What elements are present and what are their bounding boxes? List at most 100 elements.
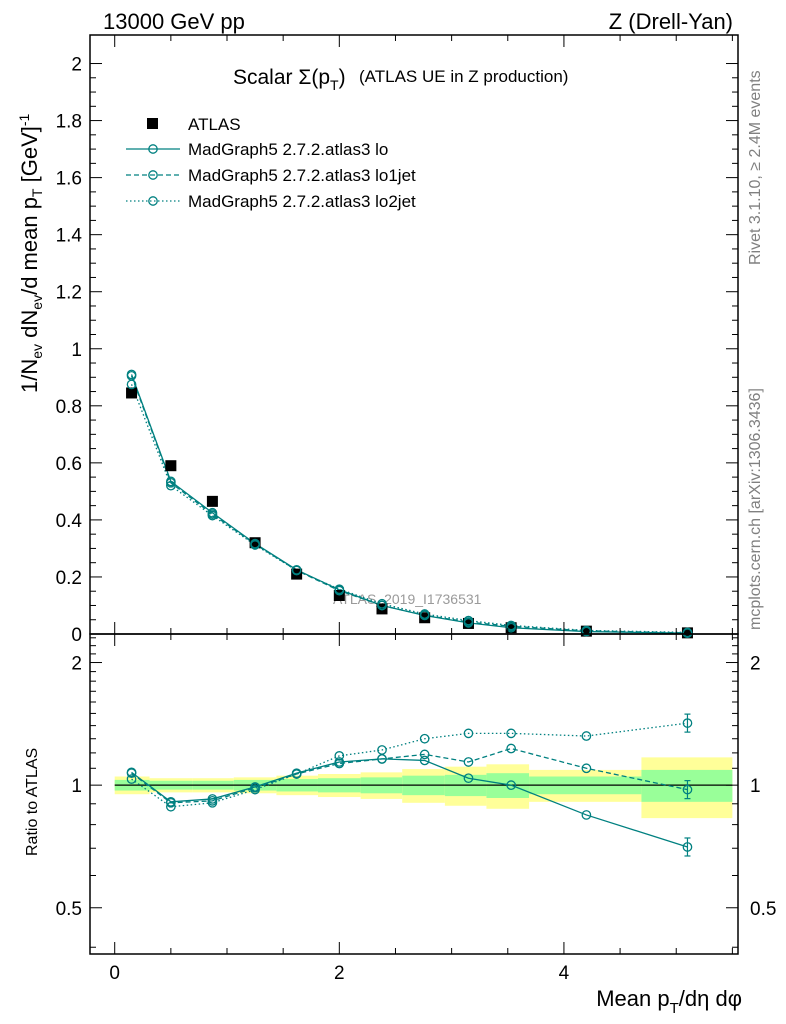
ratio-panel: 0.5 0.5 1 1 2 2 0 2 4 Ratio to ATLAS Mean pT/dη… bbox=[24, 633, 776, 1017]
ratio-point-2 bbox=[207, 797, 218, 808]
ratio-point-1 bbox=[419, 749, 430, 760]
legend-marker-lo2jet bbox=[148, 196, 158, 206]
ratio-line-1 bbox=[131, 747, 688, 804]
main-line-2 bbox=[130, 375, 688, 634]
main-ytick-label: 0.6 bbox=[56, 454, 82, 475]
legend-label-lo: MadGraph5 2.7.2.atlas3 lo bbox=[188, 140, 388, 159]
mc-point-3 bbox=[250, 540, 260, 550]
main-ytick-label: 1.8 bbox=[56, 112, 82, 133]
legend-label-lo1jet: MadGraph5 2.7.2.atlas3 lo1jet bbox=[188, 166, 416, 185]
legend-entry-lo2jet: MadGraph5 2.7.2.atlas3 lo2jet bbox=[126, 192, 416, 211]
ratio-ytick-label: 0.5 bbox=[56, 899, 82, 920]
main-ytick-label: 2 bbox=[71, 55, 82, 76]
ratio-point-0 bbox=[463, 773, 474, 784]
main-ytick-label: 0 bbox=[71, 625, 82, 646]
main-panel: ATLAS_2019_I1736531 0 0.2 0.4 0.6 0.8 1 1.2 1.4… bbox=[16, 34, 739, 646]
legend-entry-lo1jet: MadGraph5 2.7.2.atlas3 lo1jet bbox=[126, 166, 416, 185]
ratio-point-1 bbox=[581, 763, 592, 774]
title-sigma: Σ(p bbox=[298, 66, 330, 89]
data-point bbox=[681, 627, 693, 639]
ratio-y-axis: 0.5 0.5 1 1 2 2 bbox=[56, 637, 776, 948]
ratio-ylabel: Ratio to ATLAS bbox=[24, 748, 41, 856]
main-ytick-label: 1.2 bbox=[56, 283, 82, 304]
ratio-point-1 bbox=[126, 768, 137, 779]
mc-point-3 bbox=[463, 615, 474, 626]
data-point bbox=[376, 603, 388, 615]
plot-title-rest: (ATLAS UE in Z production) bbox=[359, 67, 568, 86]
legend-entry-lo: MadGraph5 2.7.2.atlas3 lo bbox=[126, 140, 388, 159]
data-point bbox=[462, 617, 474, 629]
data-point bbox=[126, 387, 138, 399]
rivet-label: Rivet 3.1.10, ≥ 2.4M events bbox=[747, 70, 764, 265]
main-x-ticks bbox=[114, 35, 733, 634]
mcplots-label: mcplots.cern.ch [arXiv:1306.3436] bbox=[747, 388, 764, 630]
ratio-ytick-label: 2 bbox=[71, 654, 82, 675]
main-y-axis: 0 0.2 0.4 0.6 0.8 1 1.2 1.4 1.6 1.8 2 bbox=[56, 55, 738, 646]
mc-point-3 bbox=[506, 620, 516, 631]
ratio-point-2 bbox=[581, 731, 592, 741]
ratio-point-1 bbox=[463, 757, 474, 767]
ratio-xtick-label: 4 bbox=[559, 963, 570, 984]
ratio-point-2 bbox=[506, 728, 516, 739]
legend-marker-atlas bbox=[147, 118, 158, 129]
ratio-frame bbox=[89, 633, 739, 955]
ratio-x-axis: 0 2 4 bbox=[109, 634, 733, 984]
data-point bbox=[249, 537, 261, 549]
mc-point-3 bbox=[291, 565, 302, 576]
ratio-point-0 bbox=[419, 755, 430, 766]
legend-marker-lo bbox=[148, 144, 158, 154]
ratio-point-0 bbox=[682, 842, 693, 852]
ratio-series-layer bbox=[126, 713, 693, 857]
ratio-point-2 bbox=[166, 801, 176, 812]
mc-point-3 bbox=[126, 379, 137, 390]
mc-point-3 bbox=[166, 480, 176, 491]
ratio-point-2 bbox=[463, 728, 474, 739]
title-post: ) bbox=[339, 66, 346, 89]
data-point bbox=[505, 622, 517, 634]
data-point bbox=[165, 460, 177, 472]
ratio-point-2 bbox=[334, 751, 345, 761]
main-ytick-label: 1.6 bbox=[56, 169, 82, 190]
mc-point-3 bbox=[682, 627, 693, 638]
ratio-bands-layer bbox=[114, 757, 733, 819]
header-right: Z (Drell-Yan) bbox=[609, 9, 733, 34]
mc-point-3 bbox=[334, 584, 345, 595]
ratio-ytick-label-right: 0.5 bbox=[750, 899, 776, 920]
main-ylabel: 1/Nev dNev/d mean pT [GeV]-1 bbox=[16, 113, 45, 393]
ratio-line-0 bbox=[131, 758, 688, 848]
main-ytick-label: 0.2 bbox=[56, 568, 82, 589]
mc-point-3 bbox=[419, 609, 430, 619]
legend: ATLAS MadGraph5 2.7.2.atlas3 lo MadGraph… bbox=[126, 115, 416, 211]
ratio-xtick-label: 2 bbox=[334, 963, 345, 984]
mc-point-3 bbox=[207, 510, 218, 521]
ratio-point-2 bbox=[291, 769, 302, 779]
ratio-ytick-label-right: 1 bbox=[750, 776, 761, 797]
ratio-point-2 bbox=[419, 733, 430, 744]
main-series-layer bbox=[126, 369, 693, 639]
ratio-point-2 bbox=[377, 745, 387, 755]
ratio-point-0 bbox=[581, 810, 592, 820]
title-pre: Scalar bbox=[233, 66, 298, 89]
data-point bbox=[206, 495, 218, 507]
ratio-ytick-label-right: 2 bbox=[750, 654, 761, 675]
data-point bbox=[580, 625, 592, 637]
ratio-xlabel: Mean pT/dη dφ bbox=[596, 986, 742, 1017]
header-left: 13000 GeV pp bbox=[103, 9, 245, 34]
ratio-ytick-label: 1 bbox=[71, 776, 82, 797]
main-ytick-label: 1 bbox=[71, 340, 82, 361]
ratio-point-2 bbox=[682, 718, 693, 728]
main-ytick-label: 1.4 bbox=[56, 226, 83, 247]
ratio-point-1 bbox=[334, 758, 345, 769]
mc-point-3 bbox=[377, 598, 387, 609]
ratio-point-2 bbox=[250, 784, 260, 795]
ratio-point-0 bbox=[506, 780, 516, 790]
mc-point-2 bbox=[166, 477, 176, 488]
legend-label-atlas: ATLAS bbox=[188, 115, 241, 134]
ratio-point-1 bbox=[506, 743, 516, 754]
main-ytick-label: 0.8 bbox=[56, 397, 82, 418]
title-sub: T bbox=[330, 77, 339, 93]
ratio-point-2 bbox=[126, 774, 137, 784]
plot-title: Scalar Σ(pT) bbox=[233, 66, 346, 93]
legend-label-lo2jet: MadGraph5 2.7.2.atlas3 lo2jet bbox=[188, 192, 416, 211]
